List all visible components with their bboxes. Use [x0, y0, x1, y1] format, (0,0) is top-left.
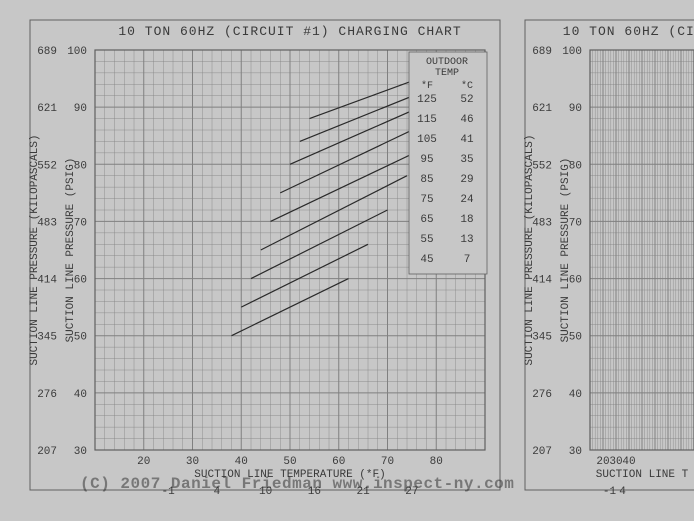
svg-text:30: 30 — [74, 446, 87, 458]
svg-text:70: 70 — [381, 456, 394, 468]
svg-text:41: 41 — [460, 134, 474, 146]
svg-text:80: 80 — [430, 456, 443, 468]
svg-text:55: 55 — [420, 234, 433, 246]
svg-text:4: 4 — [619, 486, 626, 498]
svg-text:75: 75 — [420, 194, 433, 206]
svg-text:689: 689 — [532, 46, 552, 58]
svg-text:105: 105 — [417, 134, 437, 146]
page: (C) 2007 Daniel Friedman www.inspect-ny.… — [0, 0, 694, 521]
svg-text:OUTDOOR: OUTDOOR — [426, 57, 468, 68]
svg-text:276: 276 — [37, 389, 57, 401]
svg-text:SUCTION LINE PRESSURE (PSIG): SUCTION LINE PRESSURE (PSIG) — [560, 158, 572, 343]
svg-text:20: 20 — [137, 456, 150, 468]
svg-text:40: 40 — [622, 456, 635, 468]
svg-text:10 TON 60HZ (CIRCU: 10 TON 60HZ (CIRCU — [563, 24, 694, 39]
svg-text:207: 207 — [532, 446, 552, 458]
svg-text:621: 621 — [532, 103, 552, 115]
svg-text:125: 125 — [417, 94, 437, 106]
svg-text:-1: -1 — [603, 486, 617, 498]
svg-text:24: 24 — [460, 194, 474, 206]
svg-text:46: 46 — [460, 114, 473, 126]
charging-chart-svg: 10 TON 60HZ (CIRCUIT #1) CHARGING CHART 3… — [0, 0, 694, 521]
svg-text:7: 7 — [464, 254, 471, 266]
svg-text:60: 60 — [332, 456, 345, 468]
svg-text:95: 95 — [420, 154, 433, 166]
svg-text:85: 85 — [420, 174, 433, 186]
svg-text:SUCTION LINE PRESSURE (KILOPAS: SUCTION LINE PRESSURE (KILOPASCALS) — [524, 134, 536, 365]
svg-text:276: 276 — [532, 389, 552, 401]
svg-text:29: 29 — [460, 174, 473, 186]
svg-text:*F: *F — [421, 80, 433, 92]
svg-text:65: 65 — [420, 214, 433, 226]
svg-text:50: 50 — [283, 456, 296, 468]
svg-text:90: 90 — [74, 103, 87, 115]
svg-text:100: 100 — [67, 46, 87, 58]
svg-text:13: 13 — [460, 234, 473, 246]
svg-text:621: 621 — [37, 103, 57, 115]
svg-text:689: 689 — [37, 46, 57, 58]
svg-text:SUCTION LINE PRESSURE (KILOPAS: SUCTION LINE PRESSURE (KILOPASCALS) — [29, 134, 41, 365]
svg-text:40: 40 — [569, 389, 582, 401]
svg-text:52: 52 — [460, 94, 473, 106]
svg-text:18: 18 — [460, 214, 473, 226]
copyright-watermark: (C) 2007 Daniel Friedman www.inspect-ny.… — [80, 475, 514, 493]
svg-text:*C: *C — [461, 80, 473, 92]
svg-text:30: 30 — [569, 446, 582, 458]
svg-text:SUCTION LINE PRESSURE (PSIG): SUCTION LINE PRESSURE (PSIG) — [65, 158, 77, 343]
svg-text:35: 35 — [460, 154, 473, 166]
svg-text:TEMP: TEMP — [435, 68, 459, 79]
svg-text:40: 40 — [74, 389, 87, 401]
svg-text:SUCTION LINE T: SUCTION LINE T — [596, 469, 689, 481]
svg-text:45: 45 — [420, 254, 433, 266]
svg-text:115: 115 — [417, 114, 437, 126]
svg-text:30: 30 — [186, 456, 199, 468]
svg-text:20: 20 — [596, 456, 609, 468]
svg-text:30: 30 — [609, 456, 622, 468]
svg-text:207: 207 — [37, 446, 57, 458]
svg-text:100: 100 — [562, 46, 582, 58]
svg-text:90: 90 — [569, 103, 582, 115]
svg-text:10 TON 60HZ (CIRCUIT #1) CHARG: 10 TON 60HZ (CIRCUIT #1) CHARGING CHART — [118, 24, 461, 39]
svg-text:40: 40 — [235, 456, 248, 468]
